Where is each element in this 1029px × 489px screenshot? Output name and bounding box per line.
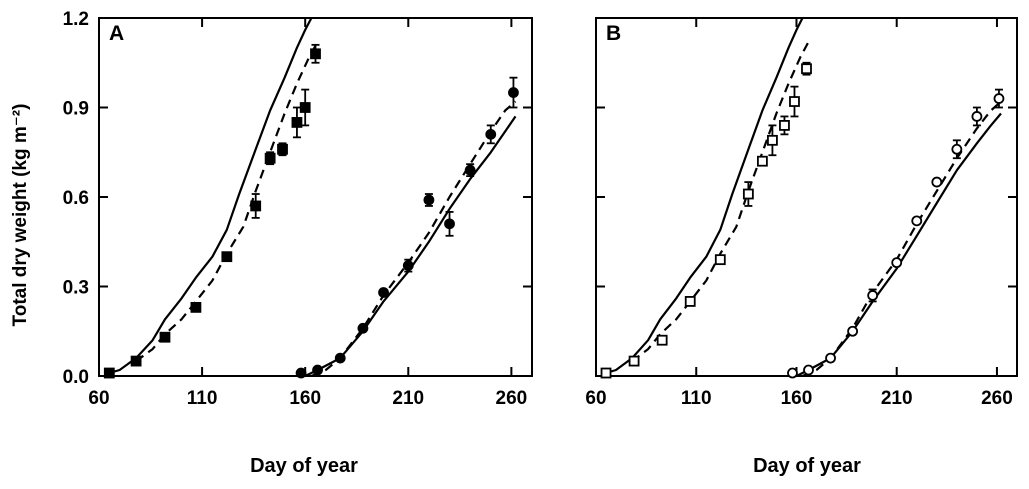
data-point-late [444, 218, 455, 230]
data-point-late [911, 215, 923, 227]
data-point-early [656, 334, 668, 346]
data-point-early [801, 63, 812, 75]
data-point-early [600, 367, 612, 379]
simulated-solid-late [796, 112, 1002, 376]
x-tick-label: 210 [881, 388, 913, 409]
simulated-dashed-early [631, 41, 810, 362]
data-point-early [277, 143, 288, 155]
x-tick-label: 160 [289, 388, 321, 409]
y-tick-label: 0.0 [63, 367, 89, 388]
panel-a: 60 110 160 210 260 0.0 0.3 0.6 0.9 1.2 A [63, 9, 533, 409]
panel-a-xlabel: Day of year [250, 455, 358, 477]
y-tick-label: 0.9 [63, 99, 89, 120]
data-point-late [312, 364, 323, 376]
x-tick-label: 60 [88, 388, 109, 409]
data-point-late [464, 164, 476, 176]
data-point-late [357, 322, 369, 334]
data-point-late [825, 352, 836, 364]
data-point-early [714, 254, 726, 266]
simulated-dashed-early [135, 41, 319, 362]
data-point-late [485, 128, 497, 140]
data-point-late [931, 176, 943, 188]
x-tick-label: 210 [392, 388, 424, 409]
simulated-dashed-late [802, 100, 1002, 376]
data-point-early [299, 102, 311, 113]
data-point-late [971, 111, 983, 122]
panel-letter: B [606, 22, 621, 45]
data-point-late [847, 325, 859, 337]
x-tick-label: 110 [681, 388, 712, 409]
x-tick-label: 260 [981, 388, 1013, 409]
data-point-early [221, 251, 233, 263]
x-tick-label: 260 [496, 388, 528, 409]
simulated-solid-late [304, 115, 517, 376]
data-point-late [867, 290, 879, 301]
data-point-early [684, 296, 696, 307]
simulated-solid-early [108, 18, 313, 375]
data-point-early [779, 120, 790, 131]
panel-b: 60 110 160 210 260 B [585, 17, 1018, 409]
data-point-late [423, 194, 435, 206]
data-point-late [993, 93, 1005, 104]
simulated-solid-early [605, 18, 804, 375]
data-point-late [334, 352, 346, 364]
data-point-late [803, 364, 814, 376]
data-point-early [291, 117, 303, 128]
data-point-late [295, 367, 307, 379]
data-point-early [159, 331, 171, 343]
data-point-late [787, 367, 798, 379]
data-point-early [264, 152, 276, 164]
data-point-late [508, 87, 519, 98]
data-point-late [402, 260, 414, 272]
data-point-late [951, 143, 963, 155]
data-point-early [250, 200, 262, 212]
data-point-early [628, 355, 640, 367]
data-point-early [103, 367, 115, 379]
x-tick-label: 160 [781, 388, 813, 409]
data-point-early [310, 48, 321, 60]
data-point-early [130, 355, 142, 367]
y-axis-label: Total dry weight (kg m⁻²) [10, 104, 31, 327]
data-point-late [891, 257, 903, 269]
data-point-late [378, 287, 389, 298]
y-tick-label: 0.6 [63, 188, 89, 209]
data-point-early [767, 134, 778, 146]
data-point-early [190, 301, 202, 313]
x-tick-label: 110 [187, 388, 218, 409]
y-tick-label: 0.3 [63, 278, 89, 299]
data-point-early [742, 188, 754, 200]
x-tick-label: 60 [585, 388, 606, 409]
data-point-early [756, 155, 768, 167]
data-point-early [789, 96, 800, 107]
simulated-dashed-late [310, 100, 517, 376]
panel-letter: A [109, 22, 124, 45]
y-tick-label: 1.2 [63, 9, 89, 30]
panel-b-xlabel: Day of year [753, 455, 861, 477]
simulated-curves [108, 18, 517, 376]
